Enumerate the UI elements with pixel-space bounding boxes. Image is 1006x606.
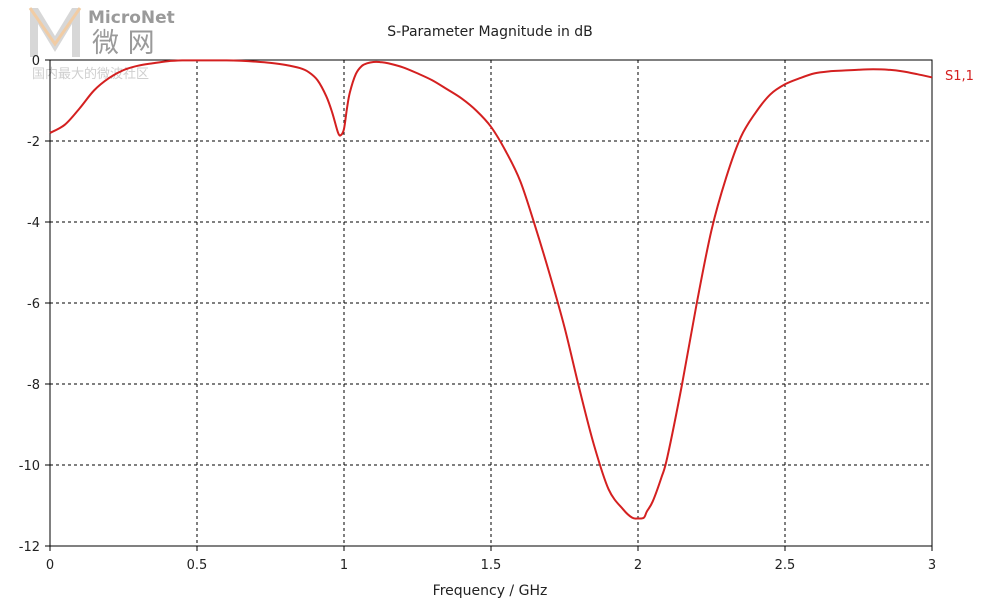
x-tick-label: 1.5 bbox=[481, 558, 502, 573]
y-tick-label: -6 bbox=[27, 297, 40, 312]
y-tick-label: -10 bbox=[19, 459, 40, 474]
y-tick-label: -4 bbox=[27, 216, 40, 231]
y-tick-label: -8 bbox=[27, 378, 40, 393]
grid bbox=[50, 60, 932, 546]
y-tick-label: -12 bbox=[19, 540, 40, 555]
x-tick-label: 1 bbox=[340, 558, 348, 573]
y-tick-label: -2 bbox=[27, 135, 40, 150]
watermark-tagline: 国内最大的微波社区 bbox=[32, 66, 149, 82]
series-group: S1,1 bbox=[49, 59, 974, 520]
x-tick-label: 3 bbox=[928, 558, 936, 573]
watermark-brand-cn: 微 网 bbox=[92, 28, 155, 59]
x-axis-ticks: 0 0.5 1 1.5 2 2.5 3 bbox=[46, 546, 936, 573]
x-tick-label: 0 bbox=[46, 558, 54, 573]
watermark-brand: MicroNet bbox=[88, 8, 175, 28]
micronet-logo-icon bbox=[28, 7, 82, 57]
x-tick-label: 2 bbox=[634, 558, 642, 573]
y-axis-ticks: 0 -2 -4 -6 -8 -10 -12 bbox=[19, 54, 50, 555]
chart-title: S-Parameter Magnitude in dB bbox=[387, 24, 593, 40]
x-axis-title: Frequency / GHz bbox=[433, 583, 548, 599]
micronet-watermark: MicroNet 微 网 国内最大的微波社区 bbox=[28, 7, 175, 82]
x-tick-label: 2.5 bbox=[775, 558, 796, 573]
y-tick-label: 0 bbox=[32, 54, 40, 69]
series-line-s11 bbox=[49, 59, 933, 520]
series-label-s11: S1,1 bbox=[945, 69, 974, 84]
x-tick-label: 0.5 bbox=[187, 558, 208, 573]
